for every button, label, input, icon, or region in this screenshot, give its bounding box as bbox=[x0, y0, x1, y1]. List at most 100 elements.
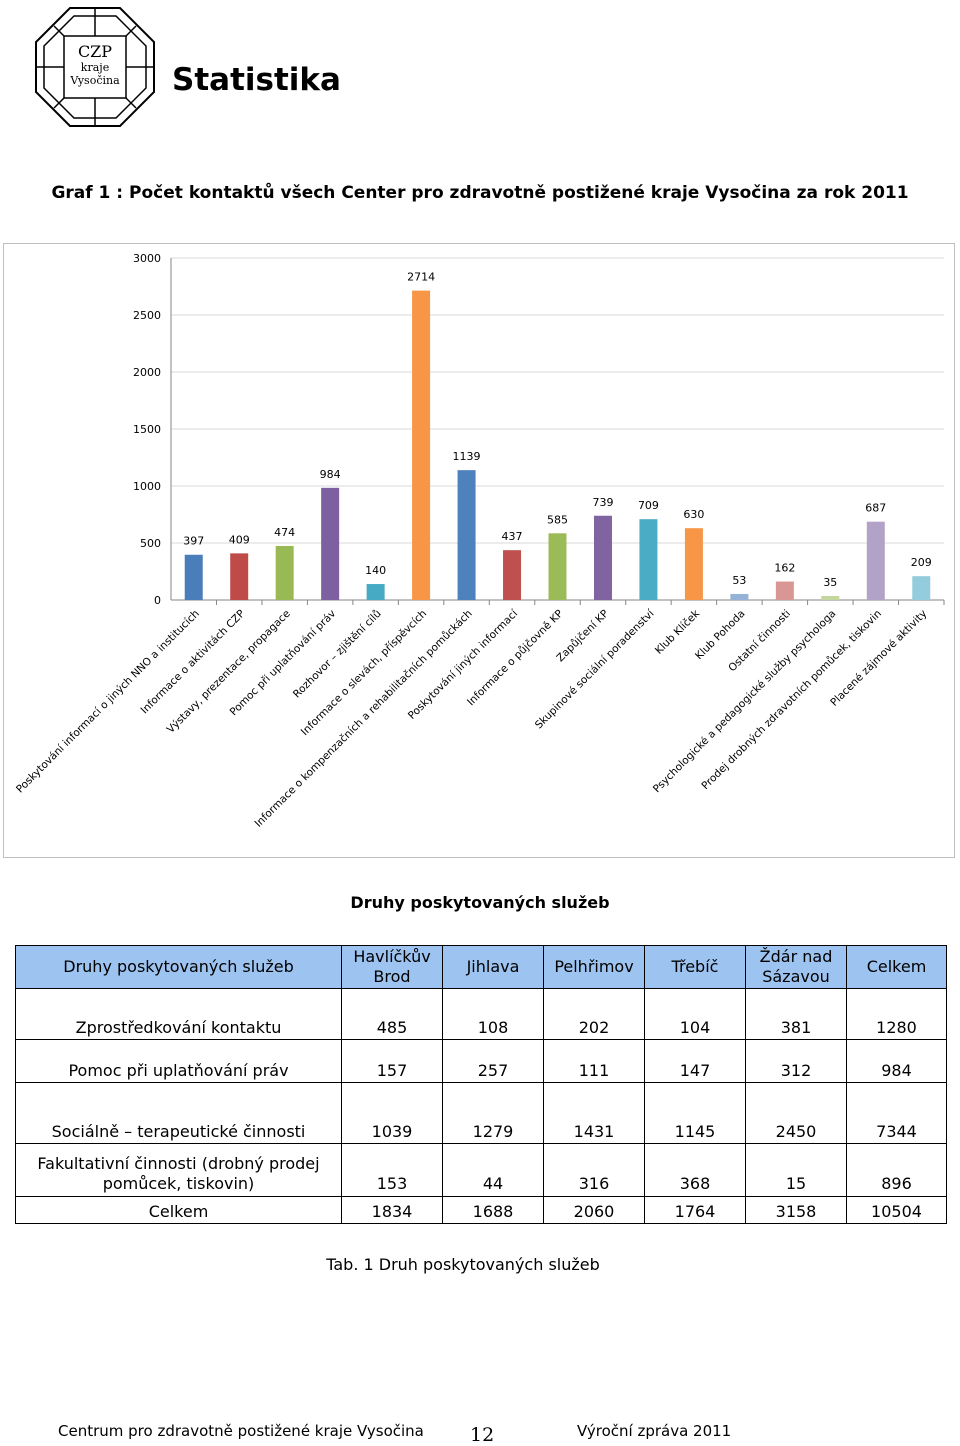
row-label: Zprostředkování kontaktu bbox=[15, 988, 342, 1040]
logo-line-2: kraje bbox=[80, 61, 110, 74]
data-label: 140 bbox=[365, 564, 386, 577]
chart-bar bbox=[684, 528, 703, 600]
data-label: 585 bbox=[547, 513, 568, 526]
table-cell: 1834 bbox=[341, 1196, 443, 1224]
y-tick-label: 0 bbox=[154, 594, 161, 607]
row-label: Celkem bbox=[15, 1196, 342, 1224]
header-pelhrimov: Pelhřimov bbox=[543, 945, 645, 989]
table-cell: 147 bbox=[644, 1039, 746, 1083]
table-cell: 2450 bbox=[745, 1082, 847, 1144]
table-cell: 157 bbox=[341, 1039, 443, 1083]
footer-report-title: Výroční zpráva 2011 bbox=[577, 1422, 732, 1440]
table-cell: 202 bbox=[543, 988, 645, 1040]
row-label: Sociálně – terapeutické činnosti bbox=[15, 1082, 342, 1144]
table-cell: 1039 bbox=[341, 1082, 443, 1144]
header-trebic: Třebíč bbox=[644, 945, 746, 989]
chart-bar bbox=[321, 487, 340, 600]
row-label: Fakultativní činnosti (drobný prodej pom… bbox=[15, 1143, 342, 1197]
table-cell: 312 bbox=[745, 1039, 847, 1083]
czp-logo: CZP kraje Vysočina bbox=[34, 6, 156, 128]
chart-bar bbox=[548, 533, 567, 600]
chart-bar bbox=[912, 576, 931, 600]
data-label: 35 bbox=[823, 576, 837, 589]
table-cell: 44 bbox=[442, 1143, 544, 1197]
data-label: 709 bbox=[638, 499, 659, 512]
data-label: 53 bbox=[732, 574, 746, 587]
page-title: Statistika bbox=[172, 62, 341, 98]
chart-bar bbox=[412, 290, 431, 600]
category-label: Informace o kompenzačních a rehabilitačn… bbox=[253, 608, 475, 830]
category-label: Informace o půjčovně KP bbox=[465, 608, 566, 709]
data-label: 1139 bbox=[453, 450, 481, 463]
table-note: Tab. 1 Druh poskytovaných služeb bbox=[326, 1255, 600, 1274]
data-label: 437 bbox=[502, 530, 523, 543]
chart-bar bbox=[593, 515, 612, 600]
y-tick-label: 500 bbox=[140, 537, 161, 550]
chart-bar bbox=[230, 553, 249, 600]
table-cell: 896 bbox=[846, 1143, 947, 1197]
chart-bar bbox=[184, 554, 203, 600]
y-tick-label: 3000 bbox=[133, 252, 161, 265]
table-cell: 257 bbox=[442, 1039, 544, 1083]
category-label: Rozhovor – zjištění cílů bbox=[291, 608, 384, 701]
y-tick-label: 2500 bbox=[133, 309, 161, 322]
y-tick-label: 1500 bbox=[133, 423, 161, 436]
table-cell: 15 bbox=[745, 1143, 847, 1197]
data-label: 162 bbox=[774, 562, 795, 575]
header-havlickuv-brod: Havlíčkův Brod bbox=[341, 945, 443, 989]
header-jihlava: Jihlava bbox=[442, 945, 544, 989]
y-tick-label: 1000 bbox=[133, 480, 161, 493]
data-label: 984 bbox=[320, 468, 341, 481]
table-cell: 153 bbox=[341, 1143, 443, 1197]
data-label: 687 bbox=[865, 502, 886, 515]
data-label: 2714 bbox=[407, 271, 435, 284]
chart-bar bbox=[275, 545, 294, 600]
logo-line-1: CZP bbox=[77, 42, 113, 61]
data-label: 409 bbox=[229, 533, 250, 546]
table-cell: 7344 bbox=[846, 1082, 947, 1144]
table-row: Sociálně – terapeutické činnosti 1039 12… bbox=[15, 1082, 947, 1144]
services-table: Druhy poskytovaných služeb Havlíčkův Bro… bbox=[15, 945, 947, 1224]
table-header-row: Druhy poskytovaných služeb Havlíčkův Bro… bbox=[15, 945, 947, 989]
category-label: Poskytování informací o jiných NNO a ins… bbox=[14, 608, 202, 796]
data-label: 739 bbox=[592, 496, 613, 509]
table-cell: 3158 bbox=[745, 1196, 847, 1224]
chart-bar bbox=[730, 593, 749, 600]
header-service-type: Druhy poskytovaných služeb bbox=[15, 945, 342, 989]
table-cell: 1279 bbox=[442, 1082, 544, 1144]
table-cell: 316 bbox=[543, 1143, 645, 1197]
table-cell: 111 bbox=[543, 1039, 645, 1083]
table-cell: 2060 bbox=[543, 1196, 645, 1224]
table-cell: 984 bbox=[846, 1039, 947, 1083]
category-label: Placené zájmové aktivity bbox=[828, 608, 929, 709]
bar-chart: 0 500 1000 1500 2000 2500 3000 397 Poskytování i… bbox=[14, 252, 945, 830]
chart-bar bbox=[457, 470, 476, 600]
table-row: Pomoc při uplatňování práv 157 257 111 1… bbox=[15, 1039, 947, 1083]
chart-bar bbox=[366, 584, 385, 600]
data-label: 209 bbox=[911, 556, 932, 569]
table-cell: 1688 bbox=[442, 1196, 544, 1224]
data-label: 474 bbox=[274, 526, 295, 539]
table-cell: 104 bbox=[644, 988, 746, 1040]
table-cell: 108 bbox=[442, 988, 544, 1040]
table-cell: 368 bbox=[644, 1143, 746, 1197]
y-tick-label: 2000 bbox=[133, 366, 161, 379]
page-number: 12 bbox=[470, 1424, 495, 1446]
table-row: Fakultativní činnosti (drobný prodej pom… bbox=[15, 1143, 947, 1197]
footer-organization: Centrum pro zdravotně postižené kraje Vy… bbox=[58, 1422, 424, 1440]
data-label: 397 bbox=[183, 535, 204, 548]
table-total-row: Celkem 1834 1688 2060 1764 3158 10504 bbox=[15, 1196, 947, 1224]
header-total: Celkem bbox=[846, 945, 947, 989]
chart-bar bbox=[866, 521, 885, 600]
category-label: Klub Klíček bbox=[653, 607, 703, 657]
chart-bar bbox=[821, 596, 840, 600]
chart-bar bbox=[639, 519, 658, 600]
table-cell: 10504 bbox=[846, 1196, 947, 1224]
header-zdar-nad-sazavou: Ždár nad Sázavou bbox=[745, 945, 847, 989]
data-label: 630 bbox=[683, 508, 704, 521]
table-row: Zprostředkování kontaktu 485 108 202 104… bbox=[15, 988, 947, 1040]
table-cell: 1145 bbox=[644, 1082, 746, 1144]
chart-bar bbox=[503, 550, 522, 600]
table-cell: 1764 bbox=[644, 1196, 746, 1224]
table-cell: 1431 bbox=[543, 1082, 645, 1144]
